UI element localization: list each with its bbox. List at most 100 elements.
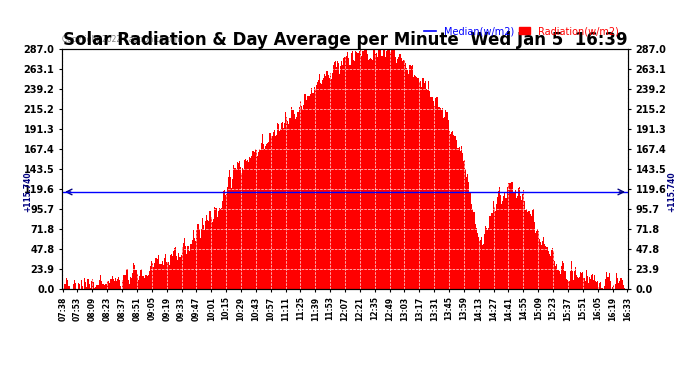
- Bar: [465, 169, 466, 289]
- Bar: [516, 198, 517, 289]
- Bar: [184, 238, 185, 289]
- Bar: [183, 243, 184, 289]
- Bar: [221, 201, 223, 289]
- Bar: [371, 59, 372, 289]
- Bar: [437, 107, 439, 289]
- Bar: [504, 193, 505, 289]
- Bar: [577, 277, 578, 289]
- Bar: [410, 64, 411, 289]
- Bar: [346, 52, 348, 289]
- Bar: [612, 287, 613, 289]
- Bar: [536, 231, 537, 289]
- Bar: [505, 198, 506, 289]
- Bar: [166, 262, 167, 289]
- Bar: [72, 284, 74, 289]
- Bar: [368, 58, 370, 289]
- Bar: [84, 278, 86, 289]
- Bar: [138, 280, 139, 289]
- Bar: [213, 219, 215, 289]
- Bar: [118, 277, 119, 289]
- Bar: [615, 285, 616, 289]
- Bar: [148, 274, 149, 289]
- Bar: [393, 49, 394, 289]
- Bar: [618, 283, 620, 289]
- Bar: [279, 131, 280, 289]
- Bar: [139, 276, 140, 289]
- Bar: [527, 211, 529, 289]
- Bar: [266, 144, 267, 289]
- Bar: [589, 277, 590, 289]
- Bar: [443, 118, 444, 289]
- Bar: [598, 287, 600, 289]
- Bar: [408, 74, 409, 289]
- Bar: [271, 136, 273, 289]
- Bar: [273, 132, 274, 289]
- Bar: [549, 254, 550, 289]
- Bar: [141, 269, 142, 289]
- Bar: [469, 192, 471, 289]
- Bar: [540, 242, 541, 289]
- Bar: [304, 94, 306, 289]
- Bar: [313, 93, 314, 289]
- Bar: [263, 144, 264, 289]
- Bar: [293, 110, 294, 289]
- Bar: [449, 130, 451, 289]
- Bar: [101, 281, 102, 289]
- Bar: [568, 281, 569, 289]
- Bar: [374, 49, 375, 289]
- Bar: [453, 135, 455, 289]
- Bar: [622, 285, 624, 289]
- Bar: [169, 266, 170, 289]
- Text: Copyright 2022 Castronics.com: Copyright 2022 Castronics.com: [62, 35, 182, 44]
- Bar: [224, 190, 225, 289]
- Bar: [448, 120, 449, 289]
- Bar: [445, 110, 446, 289]
- Bar: [322, 80, 324, 289]
- Bar: [502, 201, 503, 289]
- Bar: [324, 74, 326, 289]
- Bar: [584, 281, 586, 289]
- Bar: [215, 209, 217, 289]
- Bar: [227, 187, 228, 289]
- Bar: [426, 89, 427, 289]
- Bar: [606, 272, 607, 289]
- Bar: [576, 275, 577, 289]
- Bar: [513, 193, 515, 289]
- Bar: [174, 248, 175, 289]
- Bar: [591, 276, 592, 289]
- Bar: [473, 212, 475, 289]
- Bar: [319, 74, 320, 289]
- Bar: [526, 209, 527, 289]
- Bar: [267, 143, 268, 289]
- Bar: [425, 81, 426, 289]
- Bar: [154, 263, 155, 289]
- Bar: [126, 269, 128, 289]
- Bar: [595, 281, 596, 289]
- Bar: [442, 108, 443, 289]
- Bar: [545, 246, 546, 289]
- Bar: [68, 286, 70, 289]
- Bar: [108, 283, 110, 289]
- Bar: [333, 65, 334, 289]
- Bar: [554, 261, 555, 289]
- Bar: [415, 76, 416, 289]
- Bar: [409, 65, 410, 289]
- Bar: [210, 211, 211, 289]
- Bar: [179, 257, 181, 289]
- Bar: [519, 187, 520, 289]
- Bar: [120, 286, 121, 289]
- Bar: [556, 264, 557, 289]
- Bar: [290, 107, 292, 289]
- Bar: [535, 232, 536, 289]
- Bar: [373, 49, 374, 289]
- Bar: [167, 262, 168, 289]
- Bar: [479, 241, 480, 289]
- Bar: [384, 57, 386, 289]
- Bar: [116, 281, 117, 289]
- Bar: [608, 277, 609, 289]
- Bar: [265, 146, 266, 289]
- Bar: [483, 244, 484, 289]
- Bar: [226, 194, 227, 289]
- Bar: [444, 117, 445, 289]
- Bar: [328, 78, 330, 289]
